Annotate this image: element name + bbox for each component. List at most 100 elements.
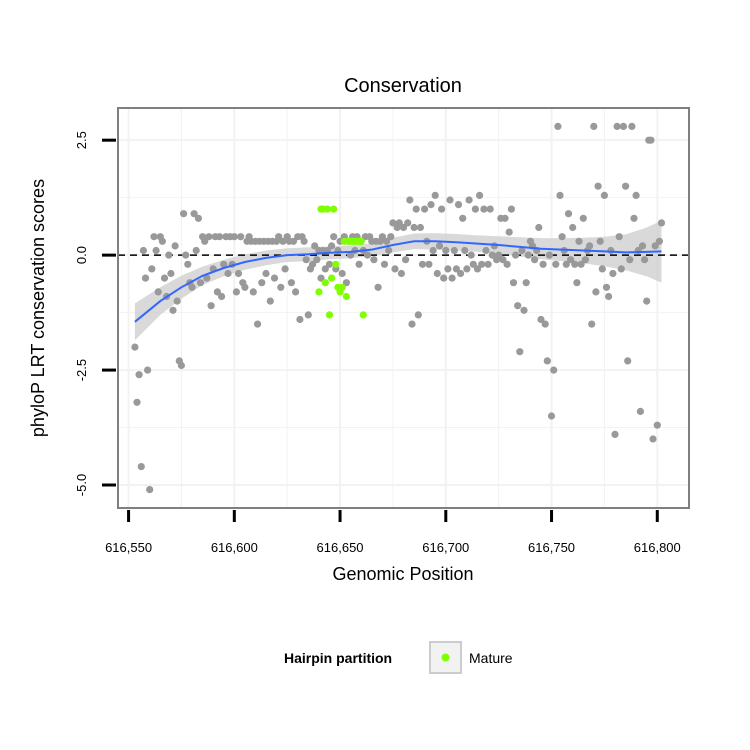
point (454, 201, 463, 209)
point (558, 233, 566, 241)
point (469, 260, 477, 268)
point (471, 205, 479, 213)
point (389, 219, 397, 227)
point (438, 205, 446, 213)
point (406, 196, 414, 204)
y-axis-label: phyloP LRT conservation scores (28, 179, 48, 437)
point (653, 421, 661, 429)
point (624, 357, 632, 365)
point (636, 407, 645, 415)
legend-marker-mature (441, 653, 450, 662)
point (387, 233, 395, 241)
point (647, 136, 655, 144)
point (628, 122, 636, 130)
smooth-line (134, 240, 662, 323)
point (385, 246, 393, 255)
point (440, 274, 448, 282)
point (177, 361, 185, 370)
point (545, 251, 554, 259)
smooth-line-layer (134, 240, 662, 323)
point (543, 357, 551, 365)
point (501, 214, 509, 222)
point (581, 256, 590, 264)
point (139, 246, 147, 255)
point-mature (323, 205, 331, 213)
point-mature (332, 260, 340, 268)
confidence-band (134, 220, 662, 341)
x-tick-label: 616,800 (634, 540, 681, 555)
point (404, 219, 412, 227)
point (258, 279, 266, 287)
point (516, 348, 524, 356)
point (541, 320, 549, 328)
point (321, 265, 329, 273)
point (347, 251, 355, 259)
point (567, 256, 575, 264)
point (459, 214, 467, 222)
point-mature (342, 292, 350, 301)
point (522, 279, 530, 287)
point (617, 265, 625, 273)
point (266, 297, 274, 305)
point (615, 233, 623, 241)
point (289, 237, 298, 245)
legend-title: Hairpin partition (284, 650, 392, 666)
point (457, 269, 465, 278)
point (391, 265, 399, 273)
point (507, 205, 515, 213)
point (292, 288, 300, 296)
point (194, 214, 202, 222)
point (328, 242, 336, 250)
point (626, 256, 634, 264)
point (416, 223, 424, 232)
point (342, 279, 350, 287)
point (486, 205, 494, 213)
point (338, 269, 346, 278)
point (408, 320, 416, 328)
point (317, 274, 325, 282)
point (598, 265, 606, 273)
point (277, 283, 285, 291)
point (213, 288, 221, 296)
point (279, 237, 287, 245)
point (196, 279, 205, 287)
point (552, 260, 560, 268)
point (355, 260, 363, 268)
point (630, 214, 638, 222)
point (649, 435, 657, 443)
point (287, 279, 295, 287)
point (165, 251, 173, 259)
point (171, 242, 179, 250)
point (412, 205, 420, 213)
point (220, 260, 228, 268)
point (160, 274, 169, 282)
point (203, 274, 211, 282)
point (169, 306, 177, 314)
point (309, 260, 317, 268)
point (613, 122, 621, 130)
y-tick-label: -5.0 (74, 474, 89, 496)
point (619, 122, 628, 130)
point (173, 297, 181, 305)
point (442, 246, 450, 255)
point (448, 274, 456, 282)
axes: 616,550 616,600 616,650 616,700 616,750 616,8… (74, 131, 681, 555)
grid (118, 108, 689, 508)
point (537, 315, 545, 324)
point (531, 256, 539, 264)
point (571, 260, 579, 268)
point (463, 265, 471, 273)
point-mature (330, 205, 338, 213)
point (133, 398, 141, 406)
point (511, 251, 520, 259)
point (395, 219, 403, 227)
point (249, 288, 257, 296)
y-tick-label: 2.5 (74, 131, 89, 149)
point (495, 251, 503, 259)
point (539, 260, 547, 268)
point (237, 233, 245, 241)
chart-title: Conservation (344, 75, 462, 97)
legend: Hairpin partition Mature (284, 641, 513, 674)
point (429, 246, 437, 255)
point (484, 260, 492, 268)
